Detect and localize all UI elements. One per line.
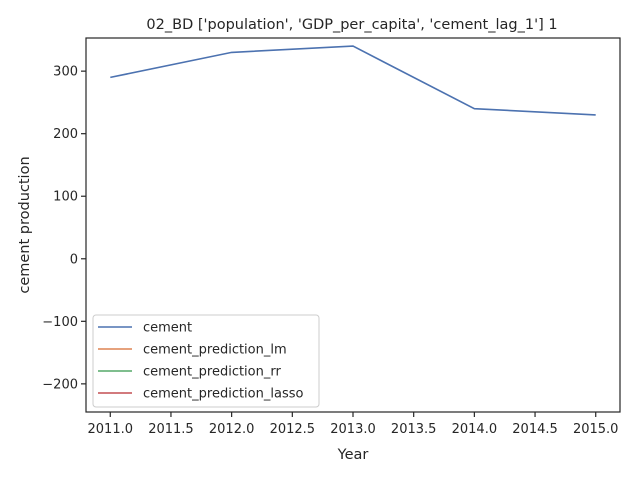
- legend-label: cement_prediction_lm: [143, 343, 287, 358]
- y-tick-label: 100: [53, 190, 78, 205]
- legend: cement cement_prediction_lm cement_predict…: [92, 314, 320, 408]
- y-axis-ticks: −200 −100 0 100 200 300: [42, 65, 86, 392]
- series-line-cement: [110, 45, 596, 116]
- x-tick-label: 2012.5: [270, 422, 316, 437]
- x-tick-label: 2014.0: [452, 422, 498, 437]
- x-tick-label: 2012.0: [209, 422, 255, 437]
- data-point: [230, 51, 233, 54]
- y-tick-label: −100: [42, 315, 78, 330]
- x-tick-label: 2011.0: [88, 422, 134, 437]
- chart-title: 02_BD ['population', 'GDP_per_capita', '…: [146, 17, 557, 33]
- y-tick-label: 200: [53, 127, 78, 142]
- x-tick-label: 2011.5: [148, 422, 194, 437]
- y-tick-label: −200: [42, 377, 78, 392]
- legend-label: cement: [143, 321, 192, 336]
- x-tick-label: 2013.0: [330, 422, 376, 437]
- data-point: [473, 107, 476, 110]
- x-axis-ticks: 2011.0 2011.5 2012.0 2012.5 2013.0 2013.5 2014…: [88, 412, 619, 437]
- x-tick-label: 2014.5: [512, 422, 558, 437]
- y-axis-label: cement production: [17, 156, 33, 293]
- data-point: [109, 76, 112, 79]
- x-axis-label: Year: [337, 447, 369, 463]
- legend-label: cement_prediction_lasso: [143, 387, 303, 402]
- legend-label: cement_prediction_rr: [143, 365, 281, 380]
- x-tick-label: 2013.5: [391, 422, 437, 437]
- y-tick-label: 300: [53, 65, 78, 80]
- data-point: [352, 45, 355, 48]
- x-tick-label: 2015.0: [573, 422, 619, 437]
- series-lines: [109, 45, 597, 116]
- data-point: [594, 113, 597, 116]
- legend-box: [92, 314, 320, 408]
- y-tick-label: 0: [70, 252, 78, 267]
